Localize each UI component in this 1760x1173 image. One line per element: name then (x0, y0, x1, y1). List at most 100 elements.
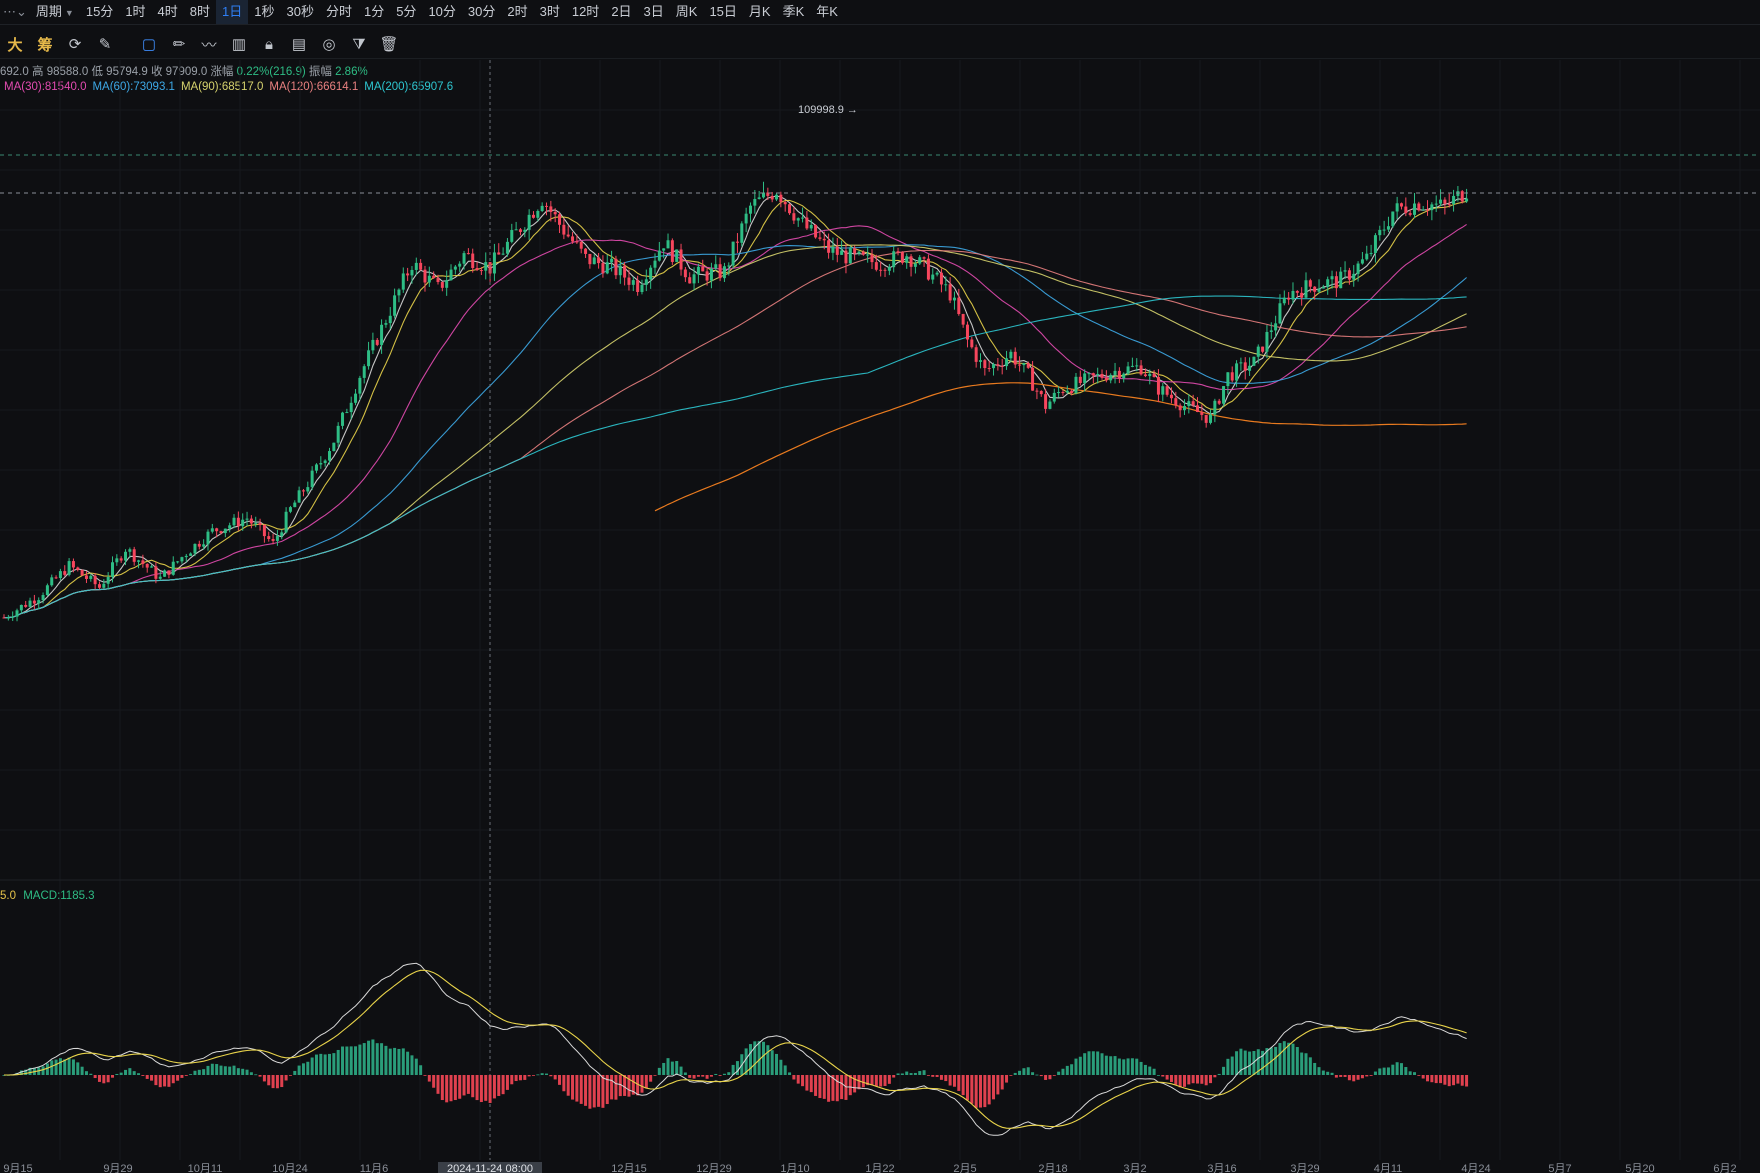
candle-body (666, 240, 670, 249)
period-dropdown[interactable]: 周期 ▼ (30, 0, 80, 24)
macd-bar (1278, 1043, 1282, 1075)
candle-body (913, 263, 917, 267)
rectangle-icon[interactable]: ▢ (141, 36, 157, 53)
candle-body (1191, 401, 1195, 406)
period-9[interactable]: 5分 (396, 4, 417, 19)
chart-menu-button[interactable]: ⋯⌄ (3, 4, 27, 19)
candle-body (1391, 211, 1395, 227)
macd-bar (879, 1075, 883, 1087)
magnet-icon[interactable]: ◎ (322, 36, 336, 53)
macd-bar (449, 1075, 453, 1102)
period-17[interactable]: 周K (675, 4, 698, 19)
macd-bar (1274, 1046, 1278, 1075)
candle-body (1135, 365, 1139, 367)
macd-bar (1404, 1067, 1408, 1075)
macd-bar (1039, 1075, 1043, 1077)
macd-bar (423, 1075, 427, 1076)
macd-bar (1252, 1051, 1256, 1075)
macd-bar (1265, 1048, 1269, 1075)
period-6[interactable]: 30秒 (286, 4, 314, 19)
macd-bar (215, 1064, 219, 1075)
macd-bar (150, 1075, 154, 1081)
candle-body (1352, 273, 1356, 280)
ma-legend: MA(30):81540.0 MA(60):73093.1 MA(90):68517… (4, 81, 459, 93)
period-11[interactable]: 30分 (467, 4, 496, 19)
candle-body (479, 270, 483, 272)
candle-body (822, 238, 826, 241)
period-21[interactable]: 年K (816, 4, 838, 19)
candle-body (501, 253, 505, 255)
period-18[interactable]: 15日 (709, 4, 737, 19)
macd-bar (1356, 1075, 1360, 1080)
candle-body (388, 315, 392, 324)
macd-bar (232, 1065, 236, 1075)
macd-bar (310, 1057, 314, 1075)
macd-bar (753, 1041, 757, 1075)
period-8[interactable]: 1分 (363, 4, 385, 19)
trash-icon[interactable]: 🗑︎ (379, 36, 399, 53)
macd-bar (983, 1075, 987, 1108)
filter-icon[interactable]: ⧩ (352, 35, 366, 53)
period-12[interactable]: 2时 (507, 4, 528, 19)
period-7[interactable]: 分时 (325, 4, 352, 19)
period-2[interactable]: 4时 (157, 4, 178, 19)
template-icon[interactable]: ▤ (291, 36, 307, 53)
macd-bar (228, 1066, 232, 1075)
candle-body (115, 558, 119, 563)
ma-line-120 (4, 249, 1467, 619)
macd-bar (184, 1075, 188, 1076)
period-15[interactable]: 2日 (611, 4, 632, 19)
candle-body (1148, 373, 1152, 377)
brush-icon[interactable]: 〰 (201, 36, 217, 54)
candle-type-icon[interactable]: ▥ (231, 36, 247, 53)
macd-bar (306, 1061, 310, 1075)
macd-bar (1421, 1075, 1425, 1079)
macd-bar (705, 1075, 709, 1079)
indicator-icon[interactable]: ⟳ (68, 36, 82, 53)
candle-body (349, 402, 353, 413)
candle-body (1165, 386, 1169, 395)
period-14[interactable]: 12时 (571, 4, 600, 19)
draw-icon[interactable]: ✎ (98, 36, 112, 53)
period-19[interactable]: 月K (748, 4, 771, 19)
candle-body (922, 257, 926, 259)
macd-bar (1178, 1075, 1182, 1088)
candle-body (974, 347, 978, 362)
macd-bar (1417, 1075, 1421, 1076)
candle-body (1287, 297, 1291, 300)
macd-bar (1256, 1049, 1260, 1075)
candle-body (58, 571, 62, 579)
chips-button[interactable]: 筹 (37, 36, 53, 54)
macd-bar (1035, 1074, 1039, 1076)
period-13[interactable]: 3时 (539, 4, 560, 19)
macd-bar (1057, 1071, 1061, 1075)
period-1[interactable]: 1时 (125, 4, 146, 19)
candle-body (540, 205, 544, 211)
macd-bar (1065, 1065, 1069, 1075)
big-mode-button[interactable]: 大 (7, 36, 23, 54)
candle-body (1256, 346, 1260, 357)
candle-body (636, 280, 640, 292)
macd-bar (358, 1044, 362, 1075)
macd-bar (1426, 1075, 1430, 1082)
macd-bar (1096, 1051, 1100, 1075)
macd-bar (549, 1075, 553, 1077)
period-3[interactable]: 8时 (189, 4, 211, 19)
period-0[interactable]: 15分 (85, 4, 114, 19)
period-4[interactable]: 1日 (216, 0, 249, 24)
candle-body (249, 518, 253, 524)
period-20[interactable]: 季K (782, 4, 805, 19)
macd-bar (419, 1065, 423, 1075)
period-10[interactable]: 10分 (428, 4, 456, 19)
candle-body (1386, 226, 1390, 230)
candle-body (314, 464, 318, 471)
period-16[interactable]: 3日 (643, 4, 664, 19)
lock-icon[interactable]: 🔒︎ (265, 35, 273, 53)
period-5[interactable]: 1秒 (254, 4, 275, 19)
macd-bar (818, 1075, 822, 1099)
pencil-icon[interactable]: ✏ (172, 36, 186, 53)
macd-bar (354, 1046, 358, 1075)
candle-body (931, 274, 935, 280)
candle-body (1295, 290, 1299, 293)
